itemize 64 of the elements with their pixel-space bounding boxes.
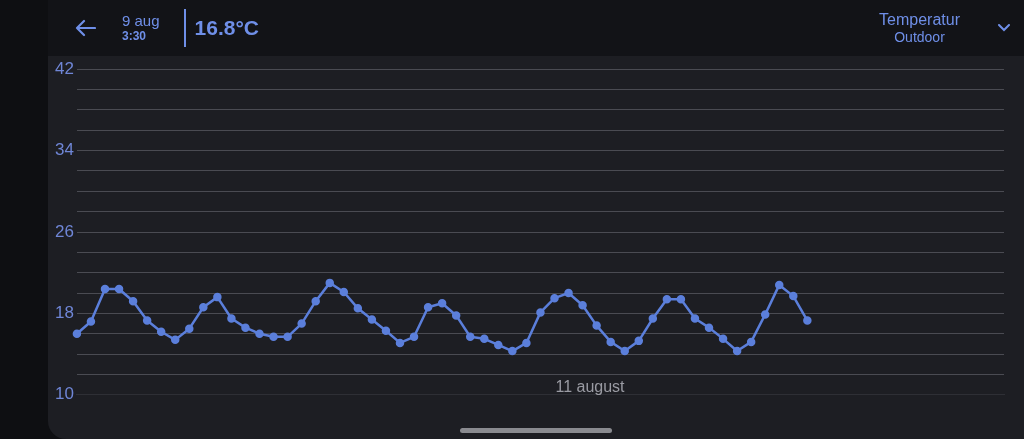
point xyxy=(213,292,222,302)
point xyxy=(451,311,461,320)
point xyxy=(437,298,447,308)
point xyxy=(325,278,334,288)
point xyxy=(803,316,812,325)
text: 16.8°C xyxy=(194,16,259,40)
point xyxy=(339,287,349,297)
point xyxy=(564,288,573,298)
point xyxy=(86,317,96,326)
point xyxy=(170,335,180,345)
point xyxy=(606,337,615,347)
point xyxy=(128,296,138,306)
point xyxy=(297,319,306,328)
point xyxy=(494,340,503,350)
point xyxy=(592,321,601,330)
point xyxy=(536,308,545,317)
point xyxy=(676,294,686,304)
point xyxy=(620,346,629,356)
point xyxy=(789,291,798,301)
point xyxy=(114,284,124,294)
chart-subtitle: Outdoor xyxy=(893,29,946,46)
point xyxy=(662,294,672,304)
point xyxy=(704,323,714,332)
point xyxy=(100,284,110,294)
point xyxy=(732,346,742,356)
point xyxy=(142,316,152,325)
point xyxy=(199,303,208,312)
point xyxy=(634,336,644,346)
point xyxy=(718,334,728,344)
point xyxy=(409,332,419,342)
point xyxy=(423,303,433,312)
point xyxy=(760,310,770,319)
annotation: 11 august xyxy=(554,378,626,396)
point xyxy=(185,324,194,333)
y-tick-label: 18 xyxy=(54,303,74,323)
point xyxy=(775,280,784,290)
point xyxy=(648,314,658,323)
point xyxy=(367,315,377,324)
y-tick-label: 42 xyxy=(54,58,74,78)
point xyxy=(156,327,166,336)
point xyxy=(508,346,517,356)
y-tick-label: 26 xyxy=(54,221,74,241)
y-tick-label: 34 xyxy=(54,140,74,160)
point xyxy=(241,323,250,332)
point xyxy=(522,338,531,348)
point xyxy=(465,332,475,342)
point xyxy=(746,337,756,347)
text: 9 aug xyxy=(122,12,160,30)
chart-title: Temperatur xyxy=(879,10,960,30)
point xyxy=(311,296,320,306)
point xyxy=(255,329,264,338)
point xyxy=(480,334,489,344)
y-tick-label: 10 xyxy=(54,384,74,404)
point xyxy=(550,293,559,303)
text: 3:30 xyxy=(122,28,147,43)
point xyxy=(690,314,700,323)
point xyxy=(395,338,405,348)
point xyxy=(283,332,292,342)
point xyxy=(381,326,391,335)
point xyxy=(353,304,363,313)
point xyxy=(578,301,587,310)
point xyxy=(227,314,236,323)
point xyxy=(269,332,278,342)
point xyxy=(72,329,82,338)
